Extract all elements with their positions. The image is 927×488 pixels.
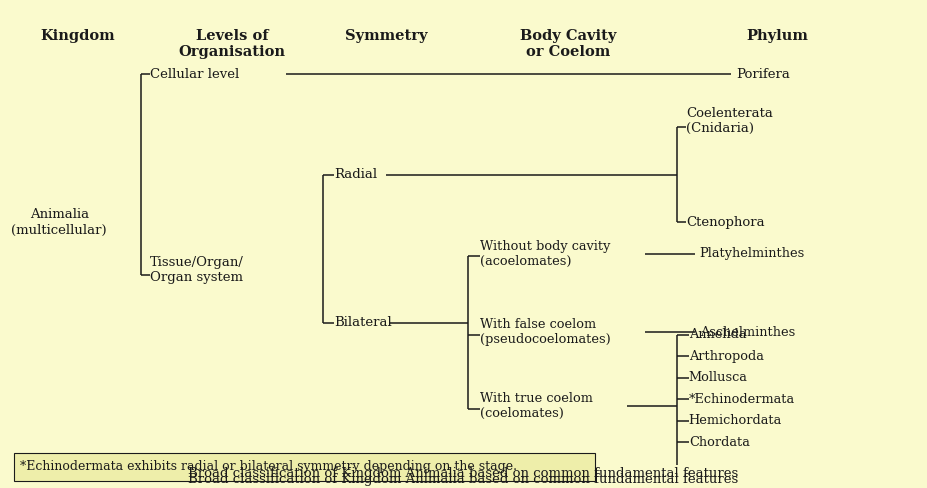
FancyBboxPatch shape <box>14 453 595 481</box>
Text: Coelenterata
(Cnidaria): Coelenterata (Cnidaria) <box>686 106 773 135</box>
Text: Porifera: Porifera <box>736 68 790 81</box>
Text: Annelida: Annelida <box>689 328 746 342</box>
Text: Chordata: Chordata <box>689 436 750 449</box>
Text: Mollusca: Mollusca <box>689 371 748 385</box>
Text: Ctenophora: Ctenophora <box>686 216 765 229</box>
Text: Broad classification of Kingdom Animalia based on common fundamental features: Broad classification of Kingdom Animalia… <box>188 467 739 480</box>
Text: Symmetry: Symmetry <box>345 29 427 43</box>
Text: Levels of
Organisation: Levels of Organisation <box>178 29 286 59</box>
Text: Arthropoda: Arthropoda <box>689 350 764 363</box>
Text: Radial: Radial <box>335 168 377 181</box>
Text: *Echinodermata: *Echinodermata <box>689 393 795 406</box>
Text: Tissue/Organ/
Organ system: Tissue/Organ/ Organ system <box>150 256 244 285</box>
Text: Kingdom: Kingdom <box>40 29 115 43</box>
Text: Bilateral: Bilateral <box>335 316 392 329</box>
Text: Aschelminthes: Aschelminthes <box>700 326 795 339</box>
Text: Phylum: Phylum <box>746 29 807 43</box>
Text: Without body cavity
(acoelomates): Without body cavity (acoelomates) <box>480 240 610 267</box>
Text: Cellular level: Cellular level <box>150 68 239 81</box>
Text: Animalia
(multicellular): Animalia (multicellular) <box>11 208 107 237</box>
Text: Body Cavity
or Coelom: Body Cavity or Coelom <box>520 29 616 59</box>
Text: Platyhelminthes: Platyhelminthes <box>700 247 805 260</box>
Text: With false coelom
(pseudocoelomates): With false coelom (pseudocoelomates) <box>480 319 611 346</box>
Text: Broad classification of Kingdom Animalia based on common fundamental features: Broad classification of Kingdom Animalia… <box>188 472 739 486</box>
Text: *Echinodermata exhibits radial or bilateral symmetry depending on the stage.: *Echinodermata exhibits radial or bilate… <box>20 460 517 473</box>
Text: With true coelom
(coelomates): With true coelom (coelomates) <box>480 392 592 420</box>
Text: Hemichordata: Hemichordata <box>689 414 782 427</box>
